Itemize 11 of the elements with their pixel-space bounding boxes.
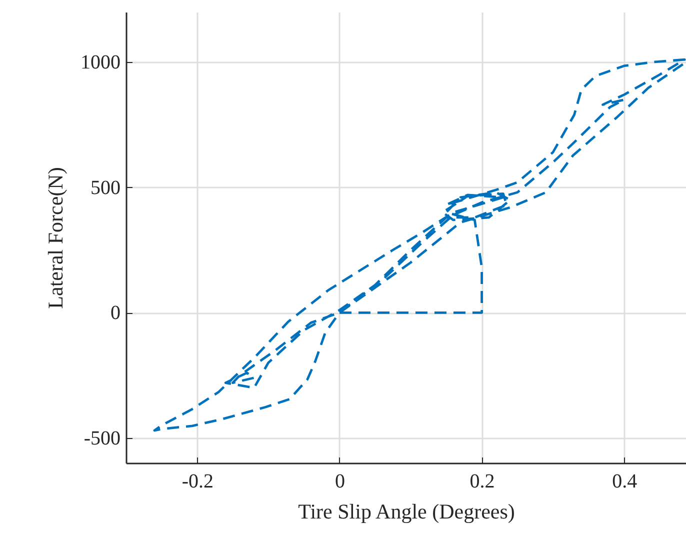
- line-series: [153, 58, 686, 432]
- x-tick-label: 0: [334, 470, 345, 492]
- y-tick-label: 0: [110, 302, 120, 324]
- y-tick-label: 500: [90, 176, 120, 199]
- y-tick-label: -500: [84, 427, 120, 450]
- x-tick-label: 0.2: [470, 470, 495, 492]
- x-axis-title: Tire Slip Angle (Degrees): [298, 500, 515, 524]
- x-tick-label: 0.4: [612, 470, 638, 492]
- y-axis-title: Lateral Force(N): [44, 167, 68, 309]
- y-tick-label: 1000: [80, 52, 120, 74]
- x-tick-label: -0.2: [182, 470, 214, 492]
